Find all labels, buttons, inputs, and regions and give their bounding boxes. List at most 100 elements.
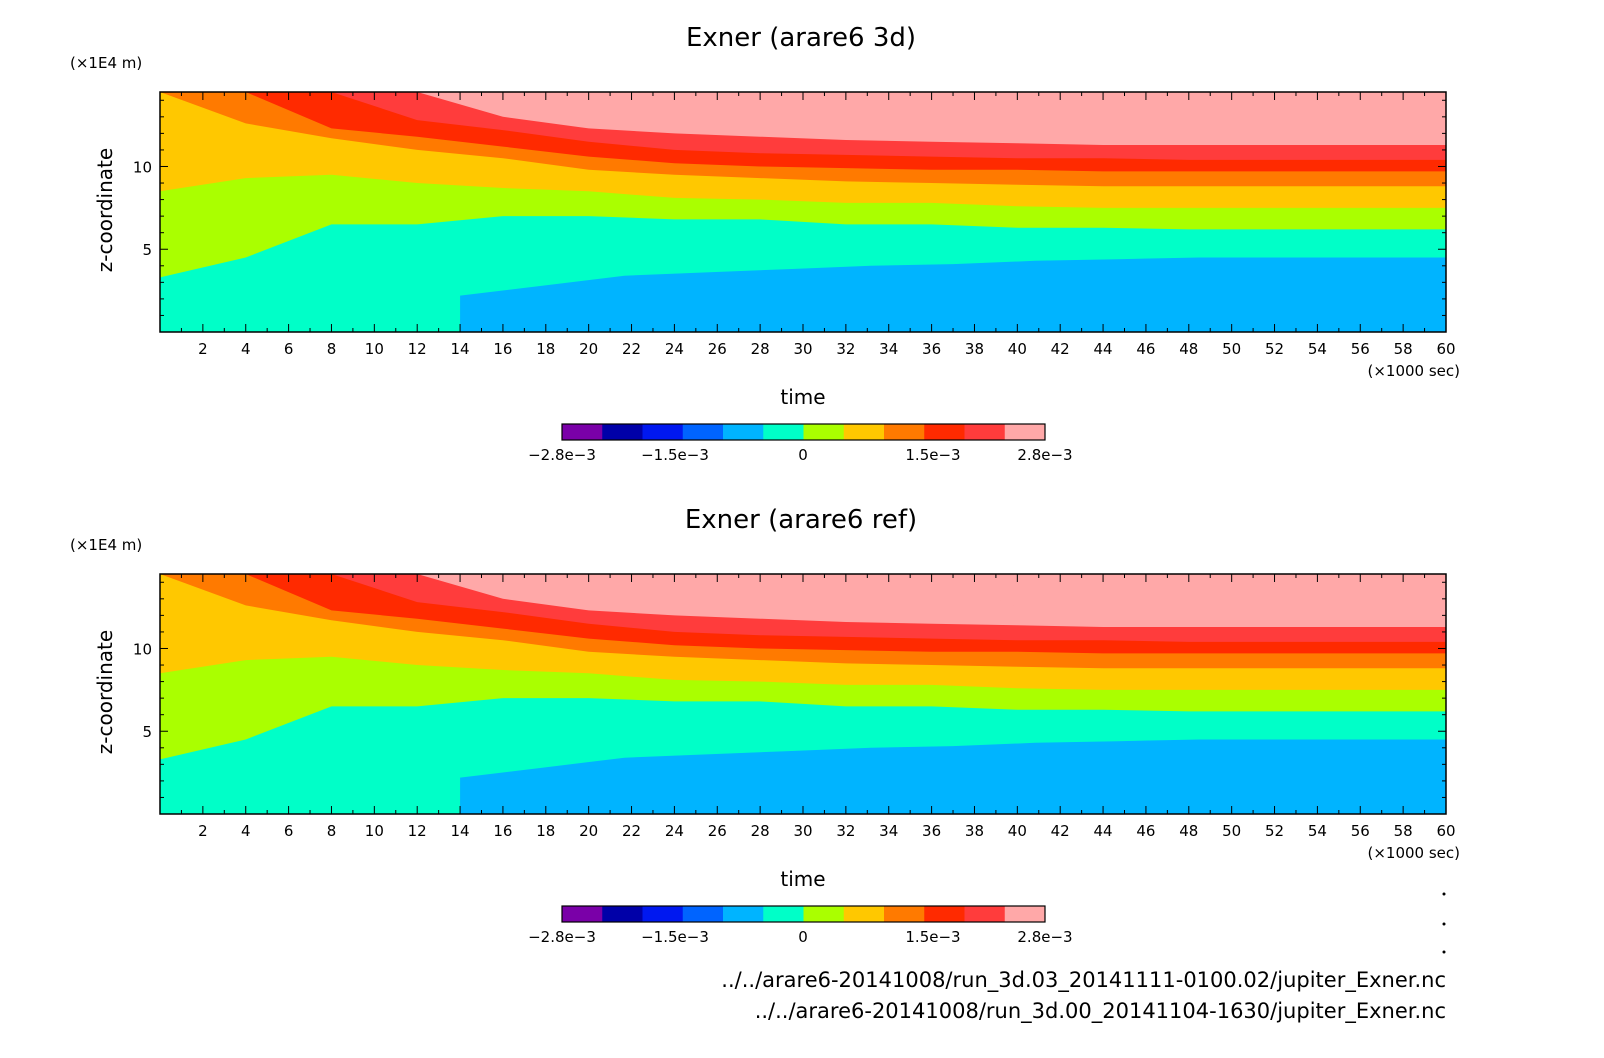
x-tick-label: 28 — [751, 822, 770, 840]
colorbar-segment — [884, 424, 925, 440]
x-unit-label: (×1000 sec) — [1367, 844, 1460, 862]
colorbar-segment — [602, 906, 643, 922]
x-tick-label: 36 — [922, 822, 941, 840]
y-tick-label: 5 — [142, 723, 152, 741]
x-tick-label: 42 — [1051, 822, 1070, 840]
x-tick-label: 8 — [327, 822, 337, 840]
colorbar-label: −2.8e−3 — [528, 928, 596, 946]
colorbar-segment — [1004, 424, 1046, 440]
x-tick-label: 24 — [665, 340, 684, 358]
x-tick-label: 52 — [1265, 340, 1284, 358]
x-tick-label: 4 — [241, 822, 251, 840]
x-tick-label: 14 — [451, 822, 470, 840]
x-tick-label: 50 — [1222, 822, 1241, 840]
colorbar-label: −1.5e−3 — [641, 446, 709, 464]
colorbar-label: 0 — [798, 446, 808, 464]
colorbar-segment — [843, 906, 885, 922]
band-level-4 — [460, 257, 1447, 332]
colorbar-label: 2.8e−3 — [1017, 928, 1072, 946]
x-tick-label: 10 — [365, 340, 384, 358]
x-tick-label: 26 — [708, 822, 727, 840]
x-tick-label: 24 — [665, 822, 684, 840]
colorbar-frame — [561, 423, 1046, 441]
colorbar-labels: −2.8e−3 −1.5e−3 0 1.5e−3 2.8e−3 — [528, 928, 1072, 946]
colorbar-label: 1.5e−3 — [905, 928, 960, 946]
colorbar-segment — [642, 906, 684, 922]
colorbar-segment — [803, 424, 845, 440]
x-tick-label: 38 — [965, 340, 984, 358]
x-tick-label: 60 — [1436, 822, 1455, 840]
colorbar-label: 1.5e−3 — [905, 446, 960, 464]
colorbar — [561, 905, 1046, 923]
x-tick-label: 6 — [284, 340, 294, 358]
x-tick-label: 20 — [579, 340, 598, 358]
x-tick-label: 44 — [1094, 822, 1113, 840]
x-tick-label: 34 — [879, 822, 898, 840]
x-tick-label: 22 — [622, 822, 641, 840]
x-tick-label: 8 — [327, 340, 337, 358]
x-tick-label: 40 — [1008, 822, 1027, 840]
colorbar — [561, 423, 1046, 441]
colorbar-segment — [964, 424, 1006, 440]
dot-marker — [1442, 892, 1446, 896]
colorbar-segment — [803, 906, 845, 922]
y-tick-label: 10 — [133, 640, 152, 658]
colorbar-frame — [561, 905, 1046, 923]
x-tick-label: 54 — [1308, 340, 1327, 358]
colorbar-segment — [884, 906, 925, 922]
x-tick-label: 12 — [408, 822, 427, 840]
x-tick-label: 16 — [493, 822, 512, 840]
colorbar-label: 2.8e−3 — [1017, 446, 1072, 464]
x-tick-label: 50 — [1222, 340, 1241, 358]
x-tick-label: 48 — [1179, 822, 1198, 840]
colorbar-segment — [642, 424, 684, 440]
x-tick-label: 28 — [751, 340, 770, 358]
heatmap-plot: 2 4 6 8 10 12 14 16 18 20 22 24 26 28 30 32 34 36 38 40 42 44… — [133, 573, 1456, 840]
x-tick-label: 32 — [836, 340, 855, 358]
heatmap-plot: 2 4 6 8 10 12 14 16 18 20 22 24 26 28 30 32 34 36 38 40 42 44… — [133, 91, 1456, 358]
x-tick-label: 10 — [365, 822, 384, 840]
x-tick-label: 40 — [1008, 340, 1027, 358]
y-unit-label: (×1E4 m) — [70, 54, 142, 72]
colorbar-segment — [1004, 906, 1046, 922]
x-tick-label: 18 — [536, 340, 555, 358]
file-path-ref: ../../arare6-20141008/run_3d.00_20141104… — [755, 999, 1446, 1024]
colorbar-segment — [843, 424, 885, 440]
x-tick-label: 48 — [1179, 340, 1198, 358]
colorbar-segment — [763, 906, 804, 922]
colorbar-segment — [924, 424, 965, 440]
x-unit-label: (×1000 sec) — [1367, 362, 1460, 380]
x-tick-label: 2 — [198, 340, 208, 358]
x-tick-label: 36 — [922, 340, 941, 358]
x-tick-label: 32 — [836, 822, 855, 840]
y-tick-label: 10 — [133, 158, 152, 176]
file-path-3d: ../../arare6-20141008/run_3d.03_20141111… — [721, 968, 1446, 993]
x-tick-label: 18 — [536, 822, 555, 840]
colorbar-label: −2.8e−3 — [528, 446, 596, 464]
x-tick-label: 2 — [198, 822, 208, 840]
x-tick-label: 26 — [708, 340, 727, 358]
x-tick-label: 54 — [1308, 822, 1327, 840]
chart-title: Exner (arare6 ref) — [685, 505, 917, 535]
x-tick-label: 6 — [284, 822, 294, 840]
chart-title: Exner (arare6 3d) — [686, 23, 916, 53]
x-tick-label: 16 — [493, 340, 512, 358]
x-tick-label: 52 — [1265, 822, 1284, 840]
x-axis-label: time — [780, 385, 825, 409]
x-tick-label: 46 — [1136, 340, 1155, 358]
x-tick-label: 44 — [1094, 340, 1113, 358]
colorbar-segment — [562, 906, 603, 922]
x-tick-label: 30 — [793, 340, 812, 358]
x-tick-label: 14 — [451, 340, 470, 358]
y-axis-label: z-coordinate — [93, 148, 117, 272]
colorbar-segment — [682, 424, 724, 440]
x-tick-label: 42 — [1051, 340, 1070, 358]
band-level-4 — [460, 739, 1447, 814]
y-tick-label: 5 — [142, 241, 152, 259]
dot-marker — [1442, 950, 1446, 954]
x-tick-label: 56 — [1351, 822, 1370, 840]
x-tick-label: 30 — [793, 822, 812, 840]
colorbar-segment — [924, 906, 965, 922]
